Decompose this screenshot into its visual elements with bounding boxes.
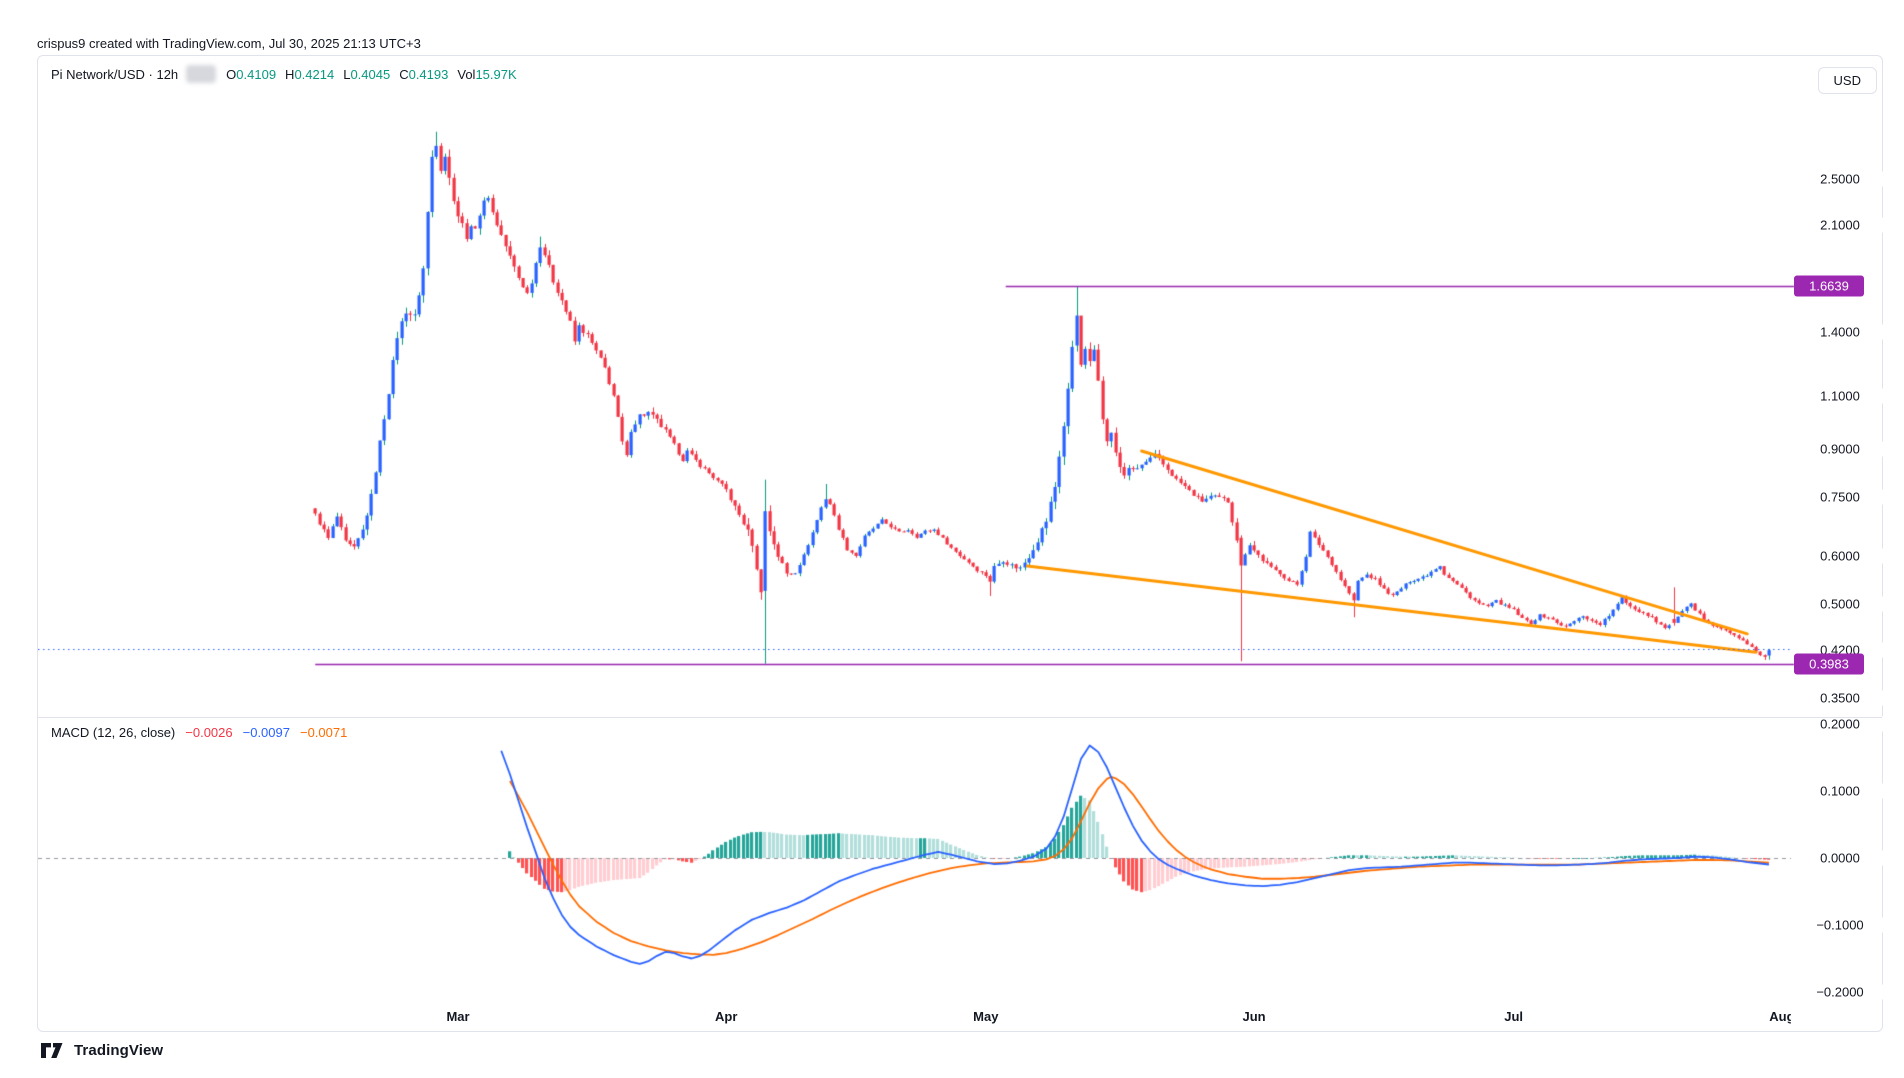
symbol-title[interactable]: Pi Network/USD · 12h [51, 66, 179, 82]
pane-divider[interactable] [38, 717, 1882, 718]
macd-tick-0.1: 0.1000 [1796, 783, 1884, 799]
price-tick-0.6: 0.6000 [1796, 548, 1884, 564]
price-tick-0.5: 0.5000 [1796, 596, 1884, 612]
price-tick-1.1: 1.1000 [1796, 388, 1884, 404]
chart-container: Pi Network/USD · 12h O0.4109 H0.4214 L0.40… [37, 55, 1884, 1032]
macd-tick-0: 0.0000 [1796, 850, 1884, 866]
time-axis[interactable]: Mar Apr May Jun Jul Aug [38, 1006, 1791, 1032]
macd-value-1: −0.0097 [242, 725, 290, 740]
month-label-aug[interactable]: Aug [1769, 1009, 1791, 1024]
price-tick-1.4: 1.4000 [1796, 324, 1884, 340]
price-tick-0.9: 0.9000 [1796, 441, 1884, 457]
month-label-jun[interactable]: Jun [1242, 1009, 1266, 1024]
symbol-legend: Pi Network/USD · 12h O0.4109 H0.4214 L0.40… [51, 65, 526, 83]
attribution-text: crispus9 created with TradingView.com, J… [37, 36, 421, 51]
price-tick-2.1: 2.1000 [1796, 217, 1884, 233]
ohlc-item-c: C0.4193 [399, 66, 449, 82]
month-label-may[interactable]: May [973, 1009, 999, 1024]
macd-value-2: −0.0071 [299, 725, 348, 740]
macd-tick-0.2: 0.2000 [1796, 716, 1884, 732]
price-tick-2.5: 2.5000 [1796, 171, 1884, 187]
currency-usd-button[interactable]: USD [1817, 67, 1877, 94]
macd-title[interactable]: MACD (12, 26, close) [51, 725, 176, 740]
month-label-mar[interactable]: Mar [446, 1009, 470, 1024]
month-label-jul[interactable]: Jul [1504, 1009, 1524, 1024]
tradingview-footer[interactable]: TradingView [41, 1042, 163, 1059]
ohlc-values: O0.4109 H0.4214 L0.4045 C0.4193 Vol15.97K [226, 67, 525, 82]
ohlc-item-vol: Vol15.97K [457, 66, 517, 82]
price-macd-chart-canvas[interactable] [38, 56, 1882, 1031]
macd-tick--0.1: −0.1000 [1796, 917, 1884, 933]
tradingview-logo-icon [41, 1043, 63, 1058]
ohlc-item-o: O0.4109 [226, 66, 277, 82]
footer-brand: TradingView [74, 1042, 164, 1059]
price-tick-0.35: 0.3500 [1796, 690, 1884, 706]
level-label-1.6639[interactable]: 1.6639 [1794, 275, 1864, 297]
blurred-exchange-patch [186, 65, 217, 83]
macd-legend: MACD (12, 26, close) −0.0026 −0.0097 −0.00… [51, 725, 357, 740]
macd-value-0: −0.0026 [185, 725, 233, 740]
macd-tick--0.2: −0.2000 [1796, 984, 1884, 1000]
ohlc-item-h: H0.4214 [285, 66, 335, 82]
month-label-apr[interactable]: Apr [715, 1009, 738, 1024]
ohlc-item-l: L0.4045 [343, 66, 391, 82]
price-tick-0.75: 0.7500 [1796, 489, 1884, 505]
level-label-0.3983[interactable]: 0.3983 [1794, 653, 1864, 675]
macd-values: −0.0026 −0.0097 −0.0071 [185, 725, 357, 740]
